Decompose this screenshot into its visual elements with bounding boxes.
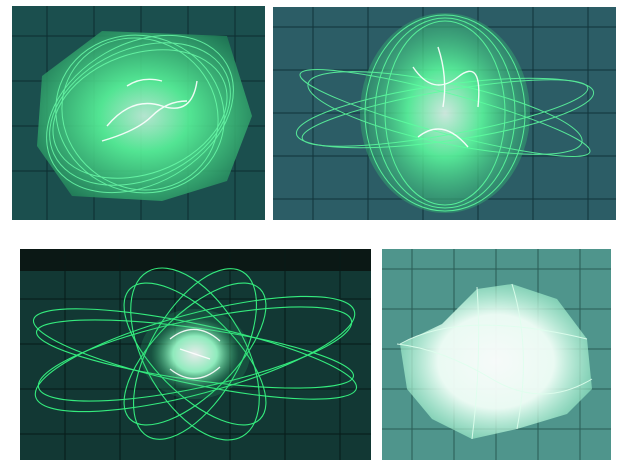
oscilloscope-screen-3 bbox=[20, 249, 371, 460]
oscilloscope-photo-2 bbox=[273, 7, 616, 220]
oscilloscope-screen-4 bbox=[382, 249, 611, 460]
lissajous-trace bbox=[32, 267, 358, 441]
lissajous-trace bbox=[37, 31, 252, 201]
oscilloscope-photo-3 bbox=[20, 249, 371, 460]
bezel-top bbox=[20, 249, 371, 271]
oscilloscope-screen-1 bbox=[12, 6, 265, 220]
oscilloscope-photo-1 bbox=[12, 6, 265, 220]
oscilloscope-screen-2 bbox=[273, 7, 616, 220]
lissajous-trace bbox=[295, 13, 595, 213]
graticule bbox=[20, 249, 371, 460]
oscilloscope-photo-4 bbox=[382, 249, 611, 460]
lissajous-trace bbox=[396, 283, 593, 440]
